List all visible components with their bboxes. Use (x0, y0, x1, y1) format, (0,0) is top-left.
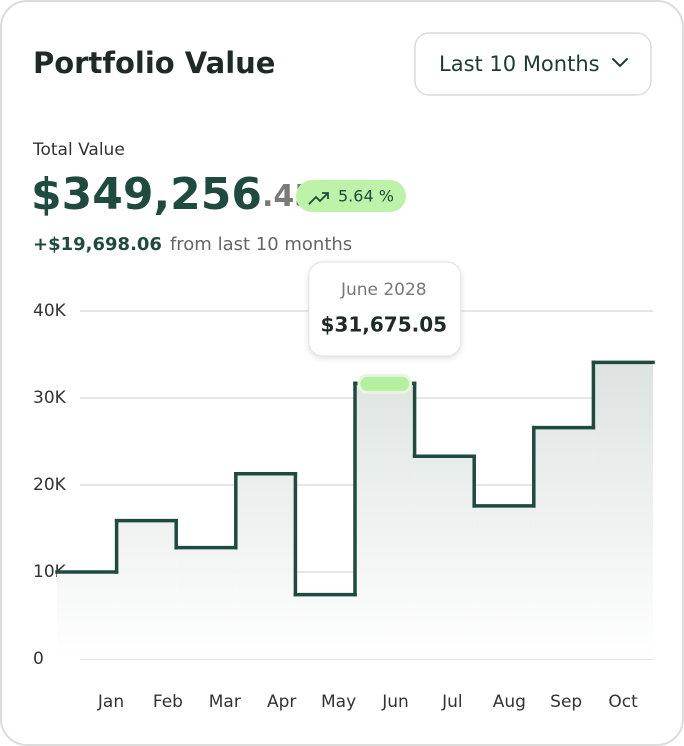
change-amount: +$19,698.06 (33, 234, 162, 255)
y-tick-label: 40K (33, 301, 67, 321)
series (55, 360, 655, 659)
x-tick-label: May (321, 692, 356, 712)
area-segment (355, 383, 415, 659)
tooltip-title: June 2028 (340, 280, 427, 300)
y-tick-label: 0 (33, 649, 44, 669)
area-segment (533, 427, 594, 659)
x-tick-label: Aug (493, 692, 526, 712)
total-label: Total Value (32, 140, 125, 160)
tooltip: June 2028 $31,675.05 (308, 261, 462, 357)
area-segment (414, 456, 475, 659)
dropdown-label[interactable]: Last 10 Months (439, 52, 600, 76)
y-tick-label: 30K (33, 388, 67, 408)
change-line: +$19,698.06 from last 10 months (33, 234, 352, 255)
x-tick-label: Jul (441, 692, 463, 712)
trend-icon (308, 192, 329, 205)
x-tick-label: Sep (550, 692, 582, 712)
change-text: from last 10 months (170, 234, 352, 255)
chevron[interactable] (612, 58, 628, 68)
area-segment (593, 362, 653, 659)
x-tick-label: Apr (267, 692, 296, 712)
change-badge (296, 180, 406, 212)
area-segment (295, 594, 355, 659)
tooltip-value: $31,675.05 (321, 313, 448, 337)
area (57, 362, 653, 659)
x-tick-label: Jun (381, 692, 409, 712)
range-dropdown[interactable]: Last 10 Months (414, 32, 652, 96)
dropdown-box[interactable] (414, 32, 652, 96)
x-tick-label: Jan (97, 692, 124, 712)
x-tick-label: Mar (209, 692, 241, 712)
area-segment (235, 473, 296, 659)
change-percent: 5.64 % (338, 187, 394, 206)
y-tick-label: 20K (33, 475, 67, 495)
tooltip-box (308, 261, 462, 357)
highlight-pill (357, 373, 413, 394)
x-tick-label: Oct (608, 692, 638, 712)
area-segment (176, 547, 236, 659)
area-segment (474, 505, 534, 659)
step-line (55, 360, 655, 597)
value-main: $349,256 (31, 169, 262, 220)
x-tick-label: Feb (153, 692, 183, 712)
area-segment (116, 520, 177, 659)
area-segment (57, 572, 117, 659)
title: Portfolio Value (33, 46, 275, 80)
